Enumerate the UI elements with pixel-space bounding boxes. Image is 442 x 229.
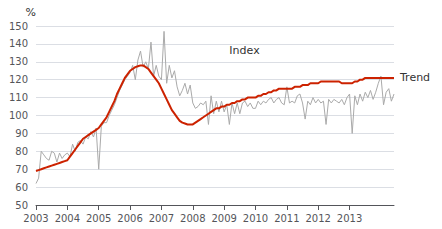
- svg-text:2012: 2012: [305, 213, 330, 224]
- svg-text:2008: 2008: [180, 213, 205, 224]
- svg-text:100: 100: [9, 110, 28, 121]
- svg-text:50: 50: [15, 200, 28, 211]
- svg-text:2011: 2011: [274, 213, 299, 224]
- svg-text:130: 130: [9, 56, 28, 67]
- svg-text:140: 140: [9, 38, 28, 49]
- svg-text:150: 150: [9, 21, 28, 32]
- svg-text:90: 90: [15, 128, 28, 139]
- svg-text:60: 60: [15, 182, 28, 193]
- svg-text:Trend: Trend: [399, 71, 430, 84]
- svg-text:Index: Index: [229, 44, 260, 57]
- svg-text:2009: 2009: [211, 213, 236, 224]
- svg-text:2003: 2003: [23, 213, 48, 224]
- svg-text:120: 120: [9, 74, 28, 85]
- svg-text:%: %: [26, 6, 36, 19]
- svg-text:2005: 2005: [86, 213, 111, 224]
- svg-text:2004: 2004: [55, 213, 80, 224]
- svg-text:110: 110: [9, 92, 28, 103]
- svg-text:2010: 2010: [243, 213, 268, 224]
- svg-text:70: 70: [15, 164, 28, 175]
- svg-text:2013: 2013: [337, 213, 362, 224]
- svg-text:80: 80: [15, 146, 28, 157]
- svg-text:2007: 2007: [149, 213, 174, 224]
- svg-text:2006: 2006: [117, 213, 142, 224]
